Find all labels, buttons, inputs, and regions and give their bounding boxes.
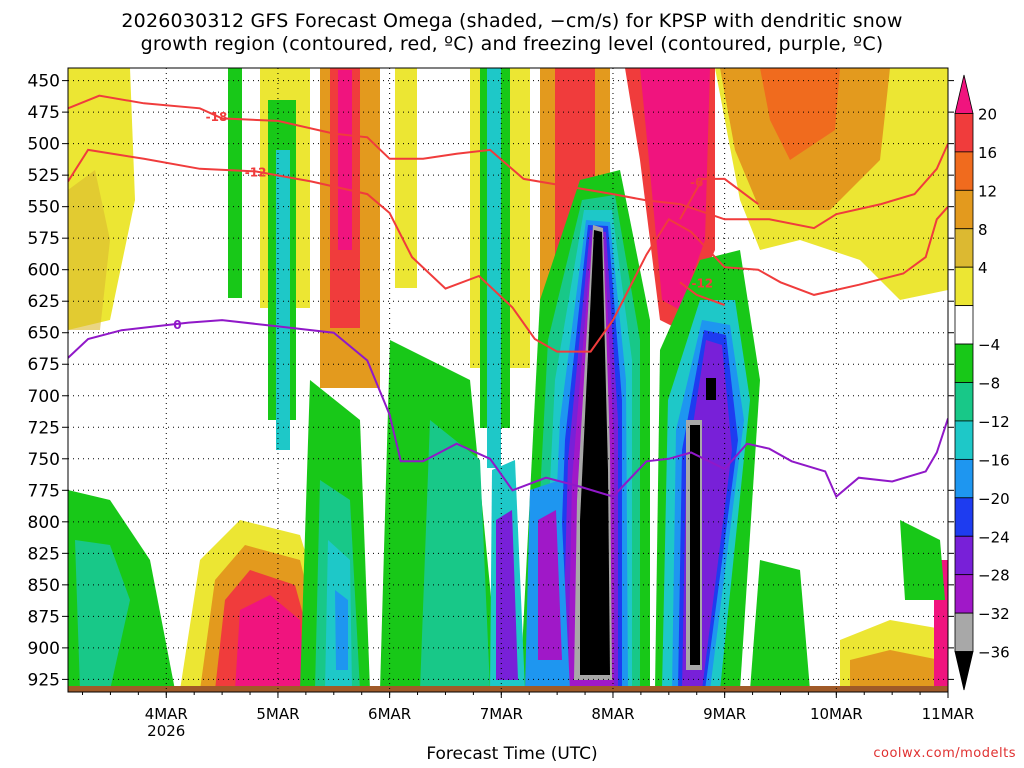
colorbar-swatch <box>954 113 974 153</box>
colorbar-swatch <box>954 382 974 422</box>
y-tick-label: 675 <box>28 355 60 375</box>
colorbar-swatch <box>954 497 974 537</box>
colorbar-label: −32 <box>978 605 1010 623</box>
chart-title-line2: growth region (contoured, red, ºC) and f… <box>140 33 884 55</box>
colorbar-label: 8 <box>978 221 988 239</box>
y-tick-label: 525 <box>28 166 60 186</box>
contour-line--12 <box>68 148 948 353</box>
y-tick-label: 875 <box>28 607 60 627</box>
x-tick-sublabel: 2026 <box>147 722 185 740</box>
colorbar-swatch <box>954 612 974 652</box>
x-tick-label: 7MAR <box>480 705 523 723</box>
colorbar-label: 12 <box>978 182 997 200</box>
colorbar-label: −12 <box>978 413 1010 431</box>
colorbar-label: −24 <box>978 528 1010 546</box>
colorbar-label: −8 <box>978 375 1000 393</box>
colorbar-label: −36 <box>978 644 1010 662</box>
y-tick-label: 450 <box>28 72 60 92</box>
colorbar: 20 16 12 8 4 −4 −8 −12 −16 −20 −24 −28 −32 −36 <box>954 74 1010 691</box>
contour-labels: -18 -12 -6 -12 0 <box>173 110 713 332</box>
y-tick-label: 725 <box>28 418 60 438</box>
grid-lines <box>68 68 949 692</box>
colorbar-swatch <box>954 535 974 576</box>
y-tick-label: 600 <box>28 261 60 281</box>
contour-label: -6 <box>690 175 703 189</box>
y-tick-label: 775 <box>28 481 60 501</box>
contour-label: -12 <box>245 165 267 179</box>
colorbar-label: 16 <box>978 144 997 162</box>
y-tick-label: 550 <box>28 198 60 218</box>
contour-line--18 <box>68 94 948 230</box>
contour-line-0 <box>68 319 948 499</box>
x-tick-label: 11MAR <box>922 705 975 723</box>
colorbar-swatch <box>954 74 974 114</box>
colorbar-label: −28 <box>978 567 1010 585</box>
contour-line--6 <box>679 177 759 220</box>
contour-label: -12 <box>691 276 713 290</box>
y-tick-label: 650 <box>28 324 60 344</box>
y-tick-label: 625 <box>28 292 60 312</box>
colorbar-label: −16 <box>978 451 1010 469</box>
colorbar-label: 4 <box>978 259 988 277</box>
y-tick-label: 825 <box>28 544 60 564</box>
credit-text: coolwx.com/modelts <box>873 746 1016 761</box>
y-tick-label: 475 <box>28 103 60 123</box>
x-axis-label: Forecast Time (UTC) <box>426 744 598 764</box>
chart-title-line1: 2026030312 GFS Forecast Omega (shaded, −… <box>121 10 903 32</box>
x-tick-label: 6MAR <box>368 705 411 723</box>
y-tick-label: 575 <box>28 229 60 249</box>
colorbar-swatch <box>954 266 974 307</box>
colorbar-label: 20 <box>978 105 997 123</box>
x-tick-label: 4MAR <box>145 705 188 723</box>
x-tick-label: 8MAR <box>591 705 634 723</box>
colorbar-swatch <box>954 305 974 345</box>
y-axis: 450 475 500 525 550 575 600 625 650 675 700 725 750 7… <box>28 72 954 690</box>
colorbar-swatch <box>954 651 974 691</box>
colorbar-swatch <box>954 228 974 268</box>
colorbar-swatch <box>954 574 974 614</box>
colorbar-swatch <box>954 189 974 230</box>
colorbar-swatch <box>954 458 974 499</box>
plot-frame <box>67 67 949 693</box>
y-tick-label: 750 <box>28 450 60 470</box>
y-tick-label: 900 <box>28 639 60 659</box>
colorbar-label: −4 <box>978 336 1000 354</box>
contour-label: 0 <box>173 318 181 332</box>
colorbar-label: −20 <box>978 490 1010 508</box>
y-tick-label: 700 <box>28 387 60 407</box>
y-tick-label: 850 <box>28 576 60 596</box>
temperature-contours <box>68 94 948 499</box>
colorbar-swatch <box>954 343 974 383</box>
y-tick-label: 925 <box>28 670 60 690</box>
y-tick-label: 500 <box>28 135 60 155</box>
contour-label: -18 <box>206 110 228 124</box>
y-tick-label: 800 <box>28 513 60 533</box>
omega-shading <box>68 68 948 692</box>
colorbar-swatch <box>954 151 974 191</box>
colorbar-swatch <box>954 420 974 460</box>
x-tick-label: 10MAR <box>810 705 863 723</box>
x-tick-label: 5MAR <box>256 705 299 723</box>
contour-line--6b <box>679 281 725 306</box>
x-tick-label: 9MAR <box>703 705 746 723</box>
